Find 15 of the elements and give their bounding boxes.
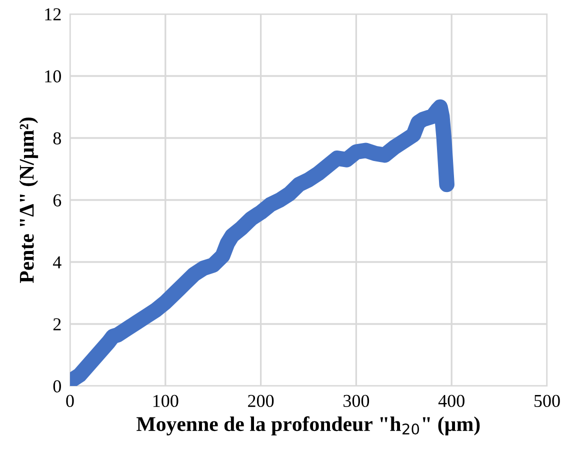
x-tick-label: 200 [248, 394, 274, 408]
x-tick-label: 500 [534, 394, 560, 408]
y-tick-label: 8 [53, 132, 61, 144]
y-tick-label: 6 [53, 194, 62, 206]
x-tick-label: 100 [153, 394, 178, 408]
y-tick-label: 10 [45, 70, 61, 82]
x-axis-title: Moyenne de la profondeur "h$_{20}$" (µm) [136, 416, 480, 436]
y-tick-label: 0 [53, 380, 61, 392]
y-tick-label: 2 [53, 318, 61, 330]
y-tick-label: 12 [45, 8, 61, 20]
x-tick-label: 0 [66, 394, 74, 408]
y-tick-label: 4 [52, 256, 62, 268]
x-tick-label: 400 [438, 394, 464, 408]
y-axis-title: Pente "Δ" (N/µm²) [19, 118, 38, 283]
x-tick-label: 300 [344, 394, 370, 408]
